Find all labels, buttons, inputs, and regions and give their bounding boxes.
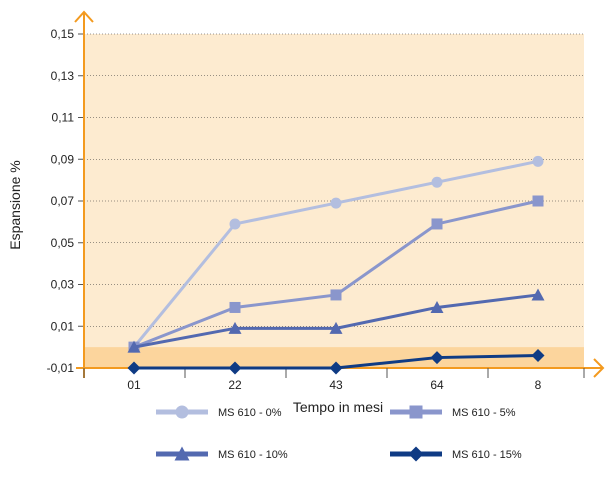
series-lines — [127, 155, 545, 375]
legend: MS 610 - 0% MS 610 - 5% MS 610 - 10% MS 610… — [156, 405, 522, 462]
data-point — [531, 288, 545, 301]
y-tick-labels: -0,01 0,01 0,03 0,05 0,07 0,09 0,11 0,13 0,15 — [47, 27, 75, 375]
x-tick-label: 43 — [329, 378, 343, 392]
data-point — [330, 289, 342, 301]
y-tick-label: 0,07 — [51, 194, 75, 208]
legend-marker — [408, 446, 424, 462]
y-tick-label: 0,05 — [51, 236, 75, 250]
legend-marker — [175, 405, 189, 419]
data-point — [329, 361, 343, 375]
x-axis-arrow — [593, 358, 605, 378]
y-tick-label: 0,03 — [51, 278, 75, 292]
series-4 — [127, 348, 545, 375]
x-tick-label: 22 — [228, 378, 242, 392]
data-point — [329, 321, 343, 334]
data-point — [532, 155, 544, 167]
y-tick-label: 0,11 — [52, 111, 75, 125]
y-tick-label: 0,01 — [51, 319, 75, 333]
data-point — [228, 361, 242, 375]
legend-label: MS 610 - 10% — [218, 449, 288, 461]
data-point — [229, 218, 241, 230]
data-point — [127, 340, 141, 353]
data-point — [430, 300, 444, 313]
legend-marker — [409, 405, 423, 419]
data-point — [228, 321, 242, 334]
data-point — [330, 197, 342, 209]
y-tick-label: 0,15 — [51, 27, 75, 41]
data-point — [229, 301, 241, 313]
data-point — [127, 361, 141, 375]
data-point — [430, 351, 444, 365]
y-tick-label: 0,13 — [51, 69, 75, 83]
legend-item: MS 610 - 5% — [390, 405, 516, 419]
legend-marker — [174, 446, 190, 461]
legend-label: MS 610 - 5% — [452, 407, 516, 419]
y-axis-label: Espansione % — [7, 160, 23, 250]
x-tick-label: 8 — [535, 378, 542, 392]
y-tick-label: -0,01 — [47, 361, 75, 375]
series-1 — [128, 155, 544, 353]
legend-label: MS 610 - 0% — [218, 407, 282, 419]
data-point — [431, 176, 443, 188]
x-tick-labels: 01 22 43 64 8 — [83, 368, 585, 392]
legend-label: MS 610 - 15% — [452, 449, 522, 461]
legend-item: MS 610 - 15% — [390, 446, 522, 462]
x-tick-label: 64 — [430, 378, 444, 392]
y-tick-label: 0,09 — [51, 152, 75, 166]
data-point — [431, 218, 443, 230]
x-tick-label: 01 — [127, 378, 141, 392]
legend-item: MS 610 - 0% — [156, 405, 282, 419]
y-axis-arrow — [74, 10, 94, 23]
legend-item: MS 610 - 10% — [156, 446, 288, 461]
shaded-band — [84, 347, 584, 368]
data-point — [532, 195, 544, 207]
x-axis-label: Tempo in mesi — [293, 399, 383, 415]
series-3 — [127, 288, 545, 353]
data-point — [531, 348, 545, 362]
